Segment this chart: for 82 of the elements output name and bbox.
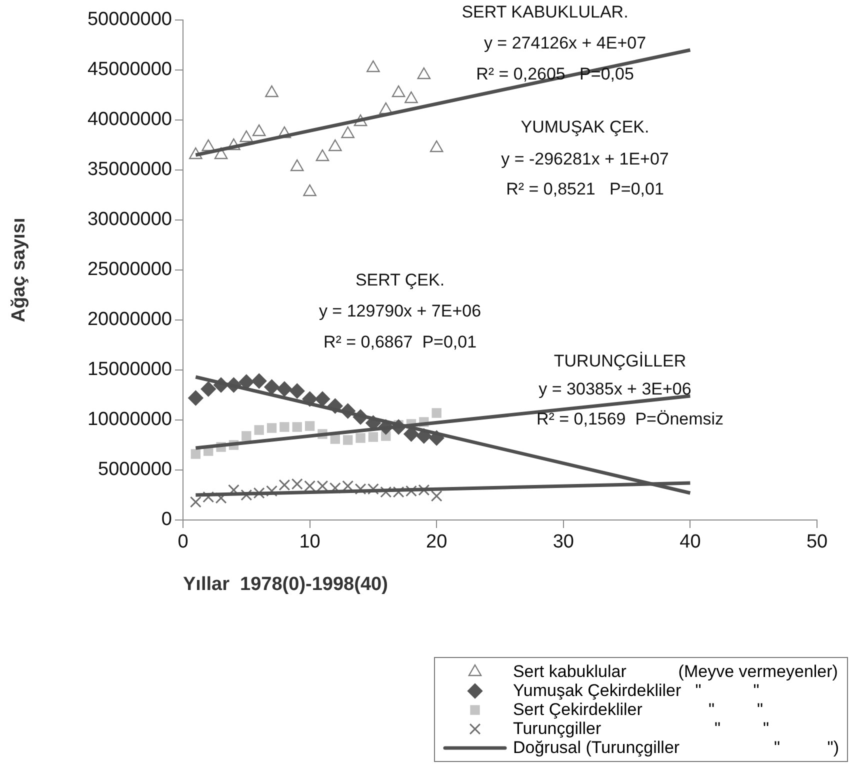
point bbox=[251, 373, 267, 389]
x-tick-label: 50 bbox=[806, 532, 828, 553]
point bbox=[264, 379, 280, 395]
point bbox=[328, 139, 342, 152]
x-axis-title: Yıllar 1978(0)-1998(40) bbox=[183, 574, 388, 595]
annotation: TURUNÇGİLLER bbox=[554, 352, 686, 371]
point bbox=[392, 85, 406, 98]
legend-label: Doğrusal (Turunçgiller " ") bbox=[512, 738, 839, 757]
point bbox=[290, 159, 304, 172]
y-tick-label: 45000000 bbox=[87, 59, 172, 80]
point bbox=[240, 489, 252, 501]
annotation: R² = 0,8521 P=0,01 bbox=[506, 180, 664, 199]
annotation: R² = 0,1569 P=Önemsiz bbox=[536, 410, 724, 429]
y-tick-label: 15000000 bbox=[87, 359, 172, 380]
y-tick-label: 5000000 bbox=[98, 459, 172, 480]
y-tick-label: 50000000 bbox=[87, 9, 172, 30]
point bbox=[252, 124, 266, 136]
point bbox=[304, 480, 316, 492]
y-tick-label: 40000000 bbox=[87, 109, 172, 130]
y-tick-label: 30000000 bbox=[87, 209, 172, 230]
point bbox=[356, 433, 366, 443]
point bbox=[330, 434, 340, 444]
point bbox=[202, 139, 216, 152]
y-axis-title: Ağaç sayısı bbox=[8, 218, 30, 322]
point bbox=[266, 485, 278, 497]
annotation: SERT ÇEK. bbox=[355, 270, 445, 290]
annotation: y = 30385x + 3E+06 bbox=[538, 380, 692, 399]
point bbox=[343, 435, 353, 445]
point bbox=[266, 423, 277, 433]
point bbox=[290, 383, 305, 399]
point bbox=[240, 130, 254, 142]
x-tick-label: 40 bbox=[680, 532, 701, 553]
y-tick-label: 20000000 bbox=[87, 309, 172, 330]
point bbox=[366, 60, 380, 72]
point bbox=[432, 408, 442, 418]
y-tick-label: 0 bbox=[161, 509, 172, 530]
point bbox=[190, 449, 201, 459]
x-tick-label: 0 bbox=[178, 532, 188, 553]
x-tick-label: 30 bbox=[552, 532, 574, 553]
point bbox=[280, 422, 290, 432]
point bbox=[341, 126, 354, 138]
point bbox=[242, 431, 252, 441]
annotation: R² = 0,2605 P=0,05 bbox=[476, 64, 634, 84]
annotation: y = 129790x + 7E+06 bbox=[318, 302, 482, 321]
point bbox=[316, 149, 330, 162]
point bbox=[418, 484, 430, 496]
point bbox=[417, 67, 431, 80]
legend-label: Sert kabuklular (Meyve vermeyenler) bbox=[512, 662, 838, 681]
point bbox=[406, 485, 417, 497]
point bbox=[314, 391, 330, 407]
point bbox=[254, 425, 264, 435]
point bbox=[276, 381, 292, 397]
x-tick-label: 20 bbox=[426, 532, 448, 553]
annotation: SERT KABUKLULAR. bbox=[462, 2, 628, 22]
annotation: y = 274126x + 4E+07 bbox=[484, 34, 646, 53]
point bbox=[430, 140, 444, 152]
annotation: R² = 0,6867 P=0,01 bbox=[323, 332, 477, 352]
point bbox=[380, 486, 392, 498]
point bbox=[292, 422, 302, 432]
point bbox=[190, 496, 202, 508]
legend-label: Turunçgiller " " bbox=[512, 719, 770, 738]
y-tick-label: 25000000 bbox=[87, 259, 172, 280]
point bbox=[430, 490, 442, 502]
point bbox=[278, 479, 290, 491]
y-tick-label: 10000000 bbox=[87, 409, 172, 430]
point bbox=[368, 432, 378, 442]
y-tick-label: 35000000 bbox=[87, 159, 172, 180]
point bbox=[303, 184, 316, 196]
x-tick-label: 10 bbox=[299, 532, 320, 553]
legend-label: Yumuşak Çekirdekliler " " bbox=[512, 681, 760, 700]
point bbox=[265, 85, 278, 98]
point bbox=[404, 91, 418, 104]
point bbox=[392, 486, 404, 498]
point bbox=[291, 478, 303, 490]
point bbox=[304, 421, 315, 431]
point bbox=[316, 480, 328, 492]
point bbox=[188, 390, 204, 406]
point bbox=[202, 491, 214, 503]
legend-label: Sert Çekirdekliler " " bbox=[512, 700, 764, 719]
point bbox=[200, 381, 216, 397]
annotation: y = -296281x + 1E+07 bbox=[501, 150, 669, 169]
annotation: YUMUŞAK ÇEK. bbox=[520, 118, 650, 137]
